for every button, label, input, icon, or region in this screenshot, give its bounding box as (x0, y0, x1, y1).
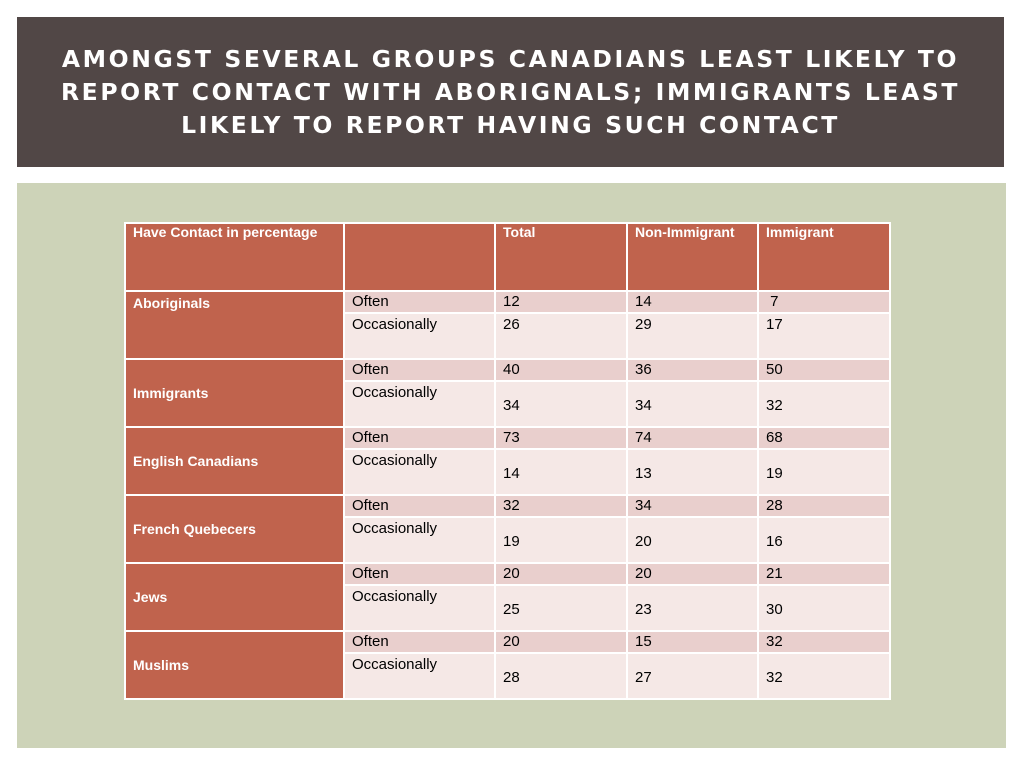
table-row: English Canadians Often 73 74 68 (124, 426, 891, 496)
frequency-label: Occasionally (343, 584, 496, 632)
frequency-label: Occasionally (343, 380, 496, 428)
table-cell: 28 (494, 652, 628, 700)
frequency-label: Often (343, 494, 496, 518)
table-cell: 50 (757, 358, 891, 382)
title-bar: AMONGST SEVERAL GROUPS CANADIANS LEAST L… (17, 17, 1004, 167)
group-label: French Quebecers (124, 494, 345, 564)
table-cell: 73 (494, 426, 628, 450)
table-cell: 29 (626, 312, 759, 360)
column-header (343, 222, 496, 292)
column-header: Total (494, 222, 628, 292)
frequency-label: Often (343, 290, 496, 314)
table-cell: 14 (494, 448, 628, 496)
table-cell: 12 (494, 290, 628, 314)
column-header: Have Contact in percentage (124, 222, 345, 292)
table-row: Occasionally 19 20 16 (125, 516, 891, 564)
column-header: Non-Immigrant (626, 222, 759, 292)
table-cell: 32 (757, 652, 891, 700)
frequency-label: Often (343, 426, 496, 450)
table-cell: 32 (757, 630, 891, 654)
table-row: Aboriginals Often 12 14 7 (124, 290, 891, 360)
table-cell: 34 (626, 380, 759, 428)
table-cell: 21 (757, 562, 891, 586)
table-row: French Quebecers Often 32 34 28 (124, 494, 891, 564)
table-cell: 25 (494, 584, 628, 632)
table-cell: 14 (626, 290, 759, 314)
frequency-label: Occasionally (343, 516, 496, 564)
table-cell: 27 (626, 652, 759, 700)
frequency-label: Often (343, 630, 496, 654)
table-row: Occasionally 26 29 17 (125, 312, 891, 360)
frequency-label: Occasionally (343, 652, 496, 700)
table-cell: 34 (494, 380, 628, 428)
frequency-label: Occasionally (343, 312, 496, 360)
table-cell: 74 (626, 426, 759, 450)
column-header: Immigrant (757, 222, 891, 292)
contact-table: Have Contact in percentage Total Non-Imm… (124, 222, 891, 700)
table-row: Muslims Often 20 15 32 (124, 630, 891, 700)
group-label: Muslims (124, 630, 345, 700)
table-cell: 7 (757, 290, 891, 314)
table-row: Occasionally 14 13 19 (125, 448, 891, 496)
slide-title: AMONGST SEVERAL GROUPS CANADIANS LEAST L… (60, 44, 961, 139)
table-cell: 20 (626, 516, 759, 564)
table-cell: 32 (494, 494, 628, 518)
table-row: Immigrants Often 40 36 50 (124, 358, 891, 428)
group-label: Jews (124, 562, 345, 632)
table-cell: 30 (757, 584, 891, 632)
table-cell: 16 (757, 516, 891, 564)
table-cell: 26 (494, 312, 628, 360)
table-row: Occasionally 25 23 30 (125, 584, 891, 632)
frequency-label: Occasionally (343, 448, 496, 496)
table-row: Occasionally 34 34 32 (125, 380, 891, 428)
group-label: Immigrants (124, 358, 345, 428)
table-cell: 40 (494, 358, 628, 382)
table-cell: 19 (494, 516, 628, 564)
frequency-label: Often (343, 562, 496, 586)
group-label: English Canadians (124, 426, 345, 496)
frequency-label: Often (343, 358, 496, 382)
group-label: Aboriginals (124, 290, 345, 360)
table-cell: 15 (626, 630, 759, 654)
table-cell: 68 (757, 426, 891, 450)
table-cell: 20 (494, 630, 628, 654)
table-cell: 17 (757, 312, 891, 360)
table-cell: 32 (757, 380, 891, 428)
table-cell: 36 (626, 358, 759, 382)
table-cell: 20 (494, 562, 628, 586)
table-row: Occasionally 28 27 32 (125, 652, 891, 700)
table-cell: 20 (626, 562, 759, 586)
table-cell: 34 (626, 494, 759, 518)
table-row: Jews Often 20 20 21 (124, 562, 891, 632)
table-cell: 19 (757, 448, 891, 496)
table-cell: 28 (757, 494, 891, 518)
table-cell: 23 (626, 584, 759, 632)
table-header-row: Have Contact in percentage Total Non-Imm… (124, 222, 891, 292)
table-cell: 13 (626, 448, 759, 496)
